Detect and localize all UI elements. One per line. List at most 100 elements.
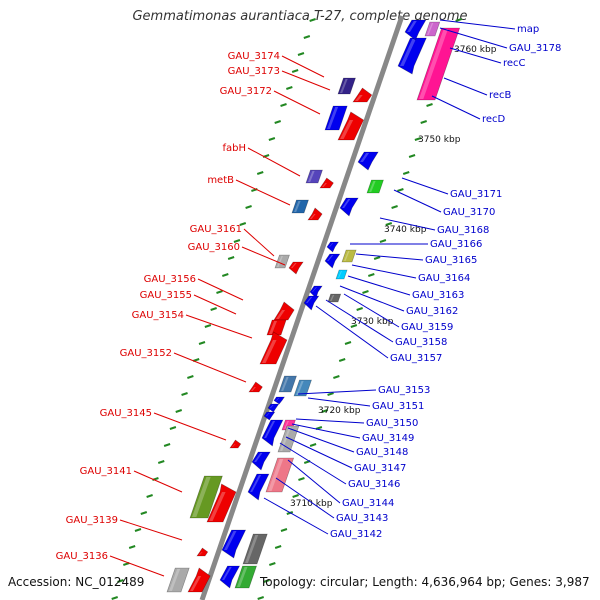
label-leader-left (133, 470, 183, 493)
gene-3142-shine (245, 535, 259, 563)
gene-3163 (335, 269, 348, 280)
tick-mark-right (333, 375, 340, 379)
label-leader-left (243, 228, 275, 257)
tick-mark-right (379, 239, 387, 243)
gene-label-left: fabH (222, 143, 246, 154)
genome-backbone (199, 15, 405, 600)
gene-label-right: GAU_3170 (443, 207, 495, 218)
tick-mark-right (397, 188, 404, 192)
tick-mark-left (198, 341, 206, 345)
tick-mark-right (321, 409, 329, 413)
tick-mark-right (356, 307, 363, 311)
gene-label-right: GAU_3166 (430, 239, 482, 250)
gene-3159 (327, 293, 342, 303)
gene-fabh-b (319, 177, 334, 189)
gene-3155 (266, 319, 287, 336)
gene-metb-shine (294, 201, 301, 212)
label-leader-right (443, 77, 488, 96)
label-leader-right (439, 19, 516, 30)
gene-3141-shine (192, 477, 211, 517)
gene-3141b-shine (209, 492, 226, 521)
label-leader-right (263, 497, 329, 535)
topology-label: Topology: circular; Length: 4,636,964 bp… (260, 575, 590, 589)
tick-mark-left (245, 205, 252, 209)
gene-3163-shine (338, 271, 342, 278)
gene-metb (291, 199, 309, 214)
gene-metb-b-shine (310, 214, 316, 219)
gene-fabh-b-shine (322, 183, 327, 187)
gene-3153-shine (281, 377, 289, 391)
gene-3172 (337, 111, 364, 141)
gene-3149-shine (266, 413, 270, 416)
gene-3152 (248, 381, 263, 393)
gene-label-right: GAU_3147 (354, 463, 406, 474)
gene-3146a (251, 451, 271, 471)
label-leader-right (295, 418, 365, 424)
gene-3162-shine (312, 287, 317, 292)
tick-mark-right (350, 324, 358, 328)
gene-3154-shine (262, 340, 277, 363)
label-leader-right (291, 423, 361, 439)
gene-3160 (288, 261, 304, 275)
map-title: Gemmatimonas aurantiaca T-27, complete g… (132, 9, 468, 24)
tick-mark-left (221, 273, 229, 277)
gene-3162 (309, 285, 323, 299)
gene-3164-shine (327, 255, 334, 261)
gene-3139 (196, 547, 209, 557)
label-leader-right (439, 27, 508, 49)
ruler-label: 3750 kbp (418, 135, 461, 145)
gene-3143 (221, 529, 247, 559)
gene-label-left: GAU_3136 (56, 551, 108, 562)
gene-label-right: GAU_3153 (378, 385, 430, 396)
gene-3150a (273, 396, 285, 405)
gene-3142b-shine (222, 567, 232, 580)
tick-mark-left (210, 307, 217, 311)
gene-label-right: recB (489, 90, 512, 101)
gene-3143-shine (224, 531, 237, 550)
gene-3136b-shine (190, 576, 202, 591)
gene-recb (416, 27, 461, 101)
gene-3168-shine (342, 199, 351, 208)
tick-mark-left (297, 52, 305, 56)
ruler-label: 3710 kbp (290, 499, 333, 509)
label-leader-left (197, 278, 244, 301)
gene-3146-shine (268, 459, 284, 491)
gene-3174-shine (340, 79, 348, 93)
gene-3150a-shine (276, 398, 280, 401)
gene-3147a-shine (284, 421, 289, 429)
tick-mark-right (362, 290, 369, 294)
gene-3155-shine (269, 321, 278, 334)
label-leader-right (297, 389, 377, 395)
tick-mark-left (111, 596, 119, 600)
tick-mark-right (263, 579, 270, 583)
gene-3146a-shine (254, 453, 263, 462)
gene-label-right: GAU_3163 (412, 290, 464, 301)
label-leader-right (287, 459, 341, 504)
gene-label-left: GAU_3174 (228, 51, 280, 62)
gene-3170-shine (369, 181, 376, 192)
gene-3172a-shine (327, 107, 339, 129)
gene-label-right: GAU_3150 (366, 418, 418, 429)
gene-recc-shine (400, 39, 416, 66)
gene-3159-shine (330, 295, 335, 301)
tick-mark-left (140, 511, 148, 515)
gene-3144 (247, 473, 270, 501)
gene-3145-shine (232, 444, 236, 447)
gene-3154 (259, 331, 288, 365)
gene-3165 (341, 249, 357, 263)
gene-label-right: GAU_3178 (509, 43, 561, 54)
gene-3158 (303, 295, 320, 311)
gene-label-left: GAU_3141 (80, 466, 132, 477)
label-leader-right (275, 477, 335, 519)
tick-mark-right (298, 477, 305, 481)
tick-mark-right (373, 256, 381, 260)
tick-mark-left (163, 443, 171, 447)
tick-mark-right (257, 596, 265, 600)
label-leader-right (343, 293, 400, 328)
gene-label-right: GAU_3164 (418, 273, 470, 284)
label-leader-right (393, 189, 442, 213)
tick-mark-left (274, 120, 282, 124)
tick-mark-right (274, 545, 282, 549)
gene-label-right: GAU_3171 (450, 189, 502, 200)
